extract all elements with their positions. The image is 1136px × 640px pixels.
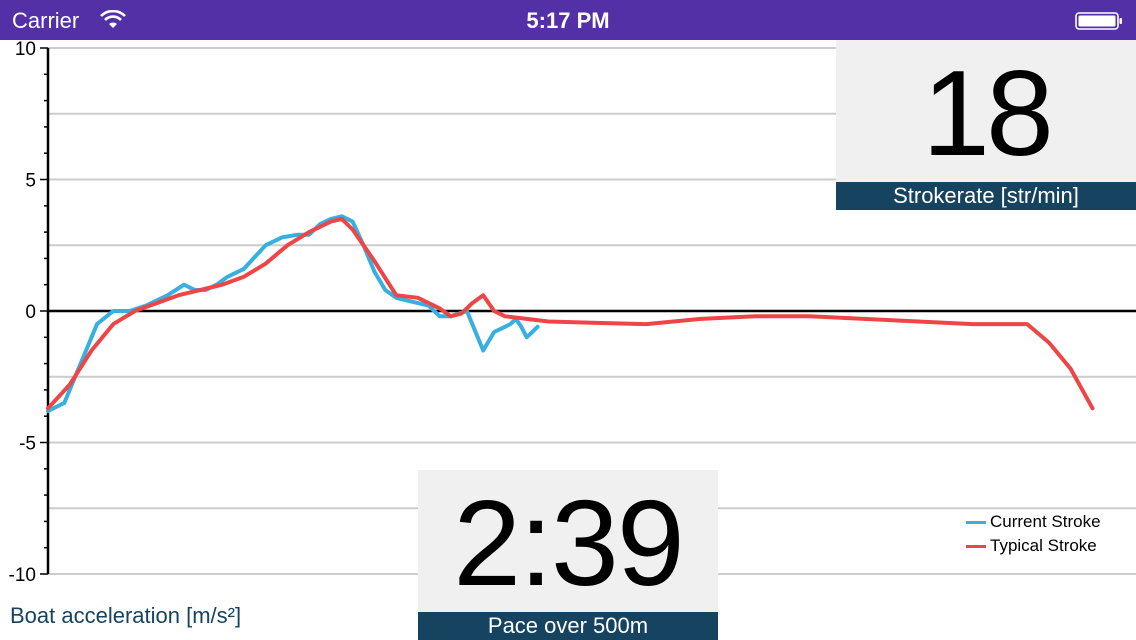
legend-item-typical: Typical Stroke xyxy=(966,534,1101,558)
battery-icon xyxy=(1075,12,1122,30)
series-line-current-stroke xyxy=(46,214,540,413)
chart-legend: Current Stroke Typical Stroke xyxy=(966,510,1101,558)
y-tick-label: -10 xyxy=(9,565,36,586)
pace-value: 2:39 xyxy=(453,475,684,611)
legend-label-typical: Typical Stroke xyxy=(990,536,1097,555)
y-tick-label: 10 xyxy=(15,40,36,60)
series-line-typical-stroke xyxy=(46,216,1095,411)
pace-tile xyxy=(418,470,718,613)
strokerate-value: 18 xyxy=(922,45,1054,181)
y-tick-label: 5 xyxy=(25,171,36,192)
legend-swatch-current xyxy=(966,521,986,524)
pace-caption: Pace over 500m xyxy=(418,612,718,640)
legend-item-current: Current Stroke xyxy=(966,510,1101,534)
status-time: 5:17 PM xyxy=(526,8,610,33)
strokerate-caption: Strokerate [str/min] xyxy=(836,182,1136,210)
strokerate-tile xyxy=(836,40,1136,183)
status-bar: Carrier 5:17 PM xyxy=(0,0,1136,40)
y-tick-label: -5 xyxy=(19,434,36,455)
wifi-icon xyxy=(100,10,126,28)
y-tick-label: 0 xyxy=(25,302,36,323)
carrier-label: Carrier xyxy=(12,8,80,33)
legend-swatch-typical xyxy=(966,545,986,548)
acceleration-chart: 10 5 0 -5 -10 xyxy=(9,40,1136,586)
y-axis-title: Boat acceleration [m/s²] xyxy=(10,603,242,628)
legend-label-current: Current Stroke xyxy=(990,512,1101,531)
